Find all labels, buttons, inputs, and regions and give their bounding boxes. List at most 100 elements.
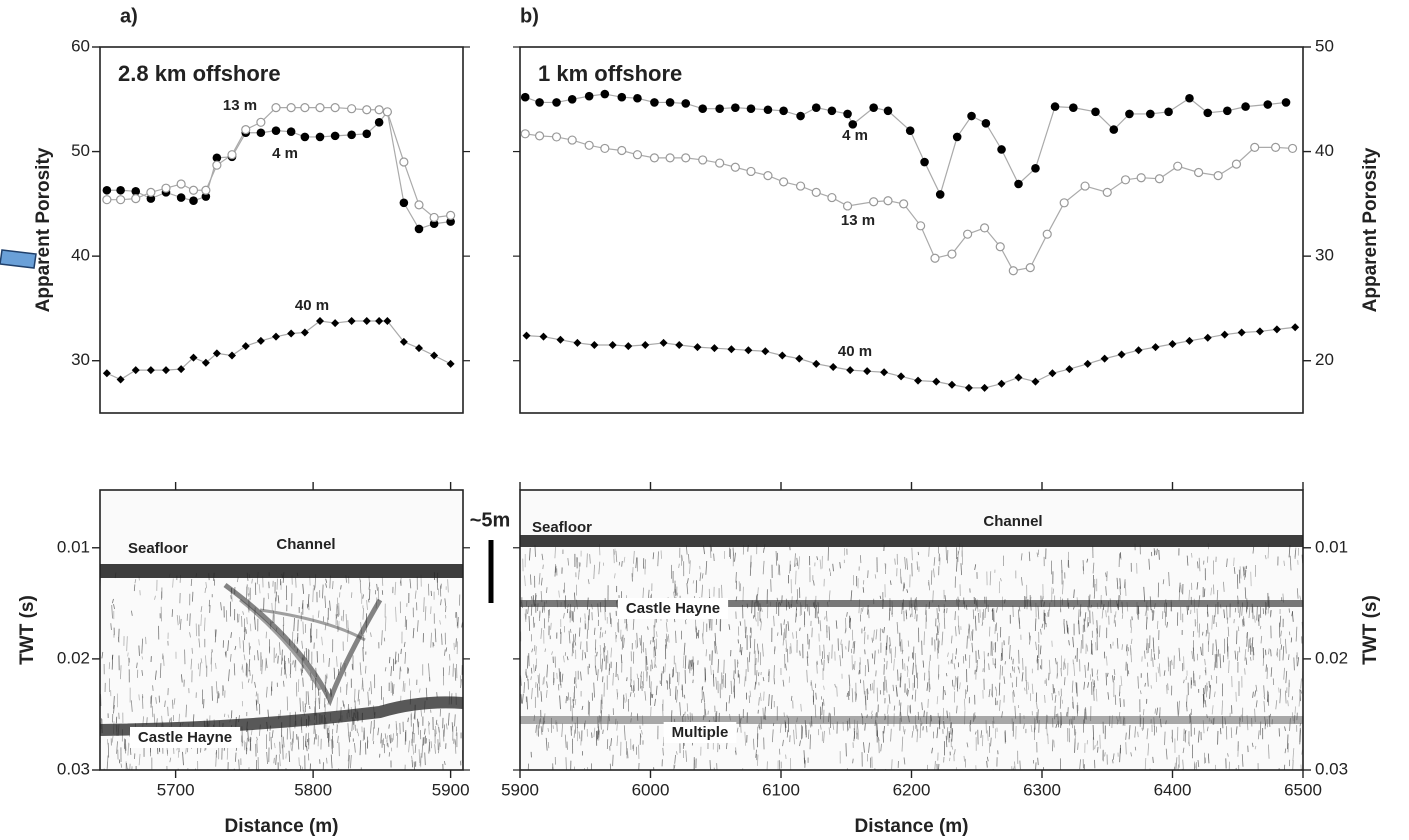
seismic-trace [1104,752,1106,757]
marker [1281,98,1291,107]
seismic-trace [968,625,971,635]
seismic-trace [420,709,423,717]
seismic-trace [941,631,944,646]
y-tick-label: 0.01 [1315,537,1348,556]
marker [1031,377,1040,386]
seismic-trace [950,722,952,735]
marker [176,179,186,189]
seismic-trace [1096,669,1099,675]
seismic-trace [1239,566,1242,579]
seismic-trace [339,662,342,670]
seismic-trace [787,621,790,631]
marker [827,192,837,203]
seismic-trace [159,663,162,679]
seismic-trace [381,630,383,646]
seismic-trace [402,680,405,692]
seismic-trace [928,546,930,557]
seismic-trace [1244,569,1247,578]
seismic-trace [370,721,372,734]
marker [842,201,853,211]
seismic-trace [1067,707,1069,717]
seismic-trace [1086,645,1089,652]
seismic-trace [1112,753,1115,760]
marker [698,155,708,165]
seismic-trace [1105,672,1107,686]
seismic-trace [430,741,432,749]
seismic-trace [640,649,643,654]
seismic-trace [527,605,529,614]
seismic-trace [1206,726,1209,732]
seismic-trace [1162,579,1165,585]
seismic-trace [1137,676,1139,689]
seismic-trace [348,731,351,742]
seismic-trace [790,695,793,702]
seismic-trace [1243,567,1245,577]
castle-hayne-reflector [520,600,1303,607]
multiple-reflector [520,716,1303,724]
seismic-trace [867,659,870,673]
seismic-trace [1044,694,1046,703]
marker [932,377,941,386]
panel-label: b) [520,5,539,27]
seismic-trace [1114,694,1117,705]
marker [980,383,989,392]
marker [1109,125,1119,134]
seismic-trace [1036,552,1039,558]
seismic-trace [543,676,546,685]
seismic-trace [1144,758,1147,770]
seismic-trace [1119,578,1121,589]
seismic-trace [1221,700,1224,715]
seismic-trace [1139,690,1142,695]
seismic-trace [609,612,612,625]
marker [584,140,594,150]
seismic-trace [1166,621,1169,628]
seismic-trace [868,742,870,753]
seismic-trace [1180,584,1183,593]
seismic-trace [246,584,248,599]
x-tick-label: 6100 [762,780,800,799]
seismic-trace [438,742,440,754]
seismic-trace [574,699,577,706]
seismic-trace [1127,670,1130,675]
seismic-trace [554,546,556,559]
seismic-trace [198,638,201,648]
seismic-trace [291,738,294,745]
seismic-trace [244,627,246,641]
seismic-trace [1215,639,1218,651]
seismic-trace [933,557,936,566]
seismic-trace [1210,675,1213,680]
seismic-trace [538,573,541,585]
seafloor-reflector [100,564,463,578]
seismic-trace [1182,747,1185,754]
seismic-trace [682,655,685,669]
seismic-trace [125,762,128,770]
marker [763,105,773,115]
seismic-trace [246,737,248,750]
marker [241,342,250,351]
seismic-trace [333,667,336,680]
seismic-trace [255,691,258,697]
seismic-trace [1252,546,1255,554]
seismic-trace [1246,631,1248,647]
seismic-trace [604,646,607,651]
seismic-trace [923,710,925,718]
seismic-trace [116,741,118,754]
marker [362,129,372,139]
seismic-trace [1276,648,1278,656]
seismic-trace [1270,610,1272,618]
seismic-trace [459,675,462,686]
seismic-trace [710,546,713,552]
seismic-trace [832,563,834,572]
seismic-trace [423,597,425,613]
seismic-trace [1119,684,1121,697]
seismic-trace [1025,679,1028,695]
seismic-trace [708,618,711,631]
series-label: 13 m [223,97,257,114]
seismic-trace [1188,589,1191,601]
seismic-trace [853,641,856,654]
seismic-trace [169,757,172,763]
marker [883,196,893,206]
seismic-trace [389,734,391,744]
seismic-trace [383,637,386,642]
